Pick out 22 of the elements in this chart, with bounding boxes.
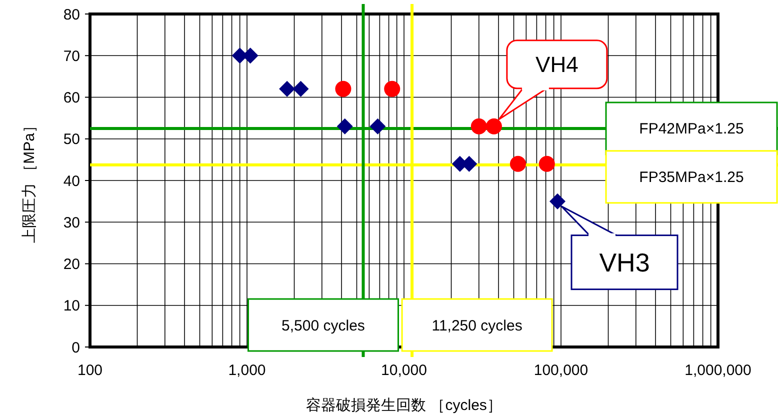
y-tick-label: 70 [63,48,80,65]
y-tick-label: 40 [63,172,80,190]
x-tick-label: 100 [77,362,103,379]
y-tick-label: 80 [63,6,80,24]
x-tick-label: 100,000 [534,362,588,379]
y-tick-label: 0 [72,339,80,356]
y-tick-label: 20 [63,256,80,273]
y-axis-title: 上限圧力 ［MPa］ [21,118,38,244]
x-axis-title: 容器破損発生回数 ［cycles］ [306,397,502,414]
y-tick-label: 60 [63,90,80,106]
ref-line-label: FP42MPa×1.25 [639,120,744,138]
x-tick-label: 1,000,000 [684,362,752,379]
annotation: VH3 [599,247,650,278]
x-tick-label: 1,000 [228,362,266,379]
y-tick-label: 30 [63,214,80,232]
x-tick-label: 10,000 [381,362,427,379]
y-tick-label: 10 [63,298,80,315]
ref-line-label: 11,250 cycles [432,317,522,334]
ref-line-label: FP35MPa×1.25 [639,169,744,186]
ref-line-label: 5,500 cycles [282,317,365,334]
y-tick-label: 50 [63,131,80,148]
annotation: VH4 [536,52,578,78]
